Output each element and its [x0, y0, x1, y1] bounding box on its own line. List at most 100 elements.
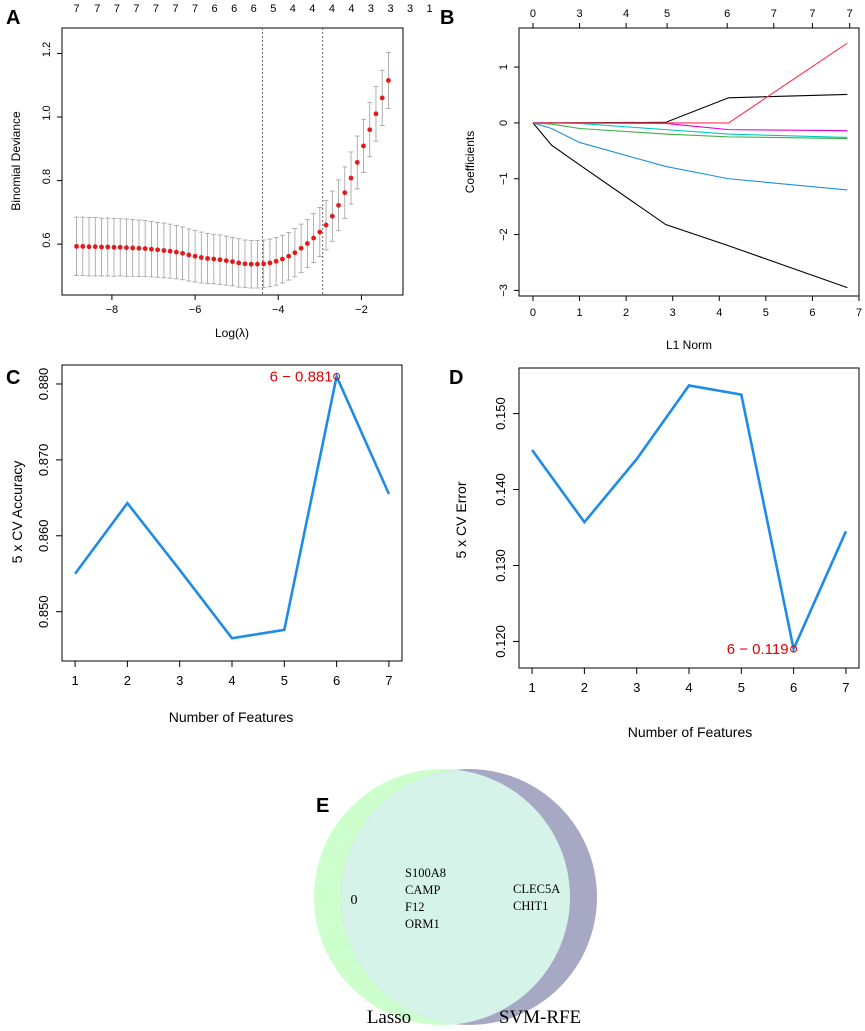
panel-a-x-tick-label: −4	[272, 304, 285, 316]
panel-b-x-tick-label: 4	[716, 307, 722, 319]
panel-c-series: 6 − 0.881	[74, 368, 391, 640]
panel-a-point	[149, 246, 154, 252]
panel-a-point	[342, 190, 348, 196]
panel-a-x-axis: −8 −6 −4 −2	[106, 295, 368, 316]
venn-intersection-item: ORM1	[405, 917, 440, 931]
panel-b-x-tick-label: 7	[856, 307, 862, 319]
panel-a-top-axis-label: 4	[290, 3, 296, 15]
panel-a-ylabel: Binomial Deviance	[9, 111, 23, 211]
panel-b-xlabel: L1 Norm	[666, 338, 712, 352]
panel-c: C 1 2 3 4 5 6 7 0.850 0.860 0.870 0.880 6 − 0.881…	[6, 364, 403, 725]
panel-a-point	[173, 249, 179, 255]
panel-a-point	[261, 261, 267, 267]
panel-a-point	[223, 258, 229, 264]
panel-a-point	[311, 235, 316, 241]
panel-d-letter: D	[449, 367, 463, 389]
panel-c-y-axis: 0.850 0.860 0.870 0.880	[36, 368, 62, 628]
venn-svm-only-item: CHIT1	[513, 899, 548, 913]
panel-b-y-tick-label: −1	[498, 172, 510, 185]
panel-b-top-axis-label: 0	[530, 8, 536, 20]
panel-a-plot-frame	[61, 27, 404, 296]
panel-d-x-tick-label: 4	[685, 680, 692, 695]
venn-svm-only-item: CLEC5A	[513, 882, 560, 896]
panel-a-top-axis-label: 4	[329, 3, 335, 15]
panel-c-series-line	[74, 372, 391, 640]
panel-a-point	[236, 260, 242, 266]
panel-a-point	[192, 253, 198, 259]
panel-c-x-tick-label: 3	[176, 673, 183, 688]
panel-b-x-tick-label: 3	[670, 307, 676, 319]
panel-a-top-axis-label: 1	[427, 3, 433, 15]
panel-a-point	[205, 256, 210, 261]
panel-c-y-tick-label: 0.860	[36, 519, 51, 552]
panel-a-point	[155, 247, 161, 253]
panel-a-top-axis-label: 7	[73, 3, 79, 15]
panel-b-top-axis-label: 3	[576, 8, 582, 20]
panel-b-y-tick-label: −2	[498, 228, 510, 241]
panel-a-point	[117, 244, 123, 250]
panel-a-top-axis-label: 4	[348, 3, 354, 15]
panel-b-path-s5	[532, 122, 848, 132]
panel-d-y-tick-label: 0.120	[493, 625, 508, 658]
panel-a-point	[267, 260, 273, 266]
panel-a-point	[198, 255, 204, 260]
panel-a-point	[80, 243, 86, 249]
panel-a-top-axis-label: 3	[407, 3, 413, 15]
panel-a-xlabel: Log(λ)	[215, 326, 249, 340]
panel-b-top-axis: 0 3 4 5 6 7 7 7	[530, 8, 853, 28]
panel-b-path-s7	[532, 42, 848, 124]
panel-a-point	[105, 244, 111, 250]
panel-d-highlight-label: 6 − 0.119	[727, 641, 789, 658]
panel-b-x-tick-label: 5	[763, 307, 769, 319]
panel-d-x-tick-label: 5	[738, 680, 745, 695]
panel-d-plot-frame	[518, 367, 860, 669]
panel-d-x-tick-label: 1	[528, 680, 535, 695]
panel-a-point	[230, 259, 235, 265]
panel-a-point	[99, 244, 104, 250]
panel-a-point	[242, 261, 248, 267]
panel-b-top-axis-label: 7	[809, 8, 815, 20]
panel-a-top-axis: 7 7 7 7 7 7 7 6 6 6 5 4 4 4 4 3 3 3 1	[73, 3, 432, 15]
panel-a-point	[298, 245, 304, 251]
panel-a-letter: A	[6, 7, 20, 29]
venn-intersection-item: CAMP	[405, 883, 440, 897]
panel-a-top-axis-label: 7	[114, 3, 120, 15]
panel-b-path-s2	[532, 122, 848, 191]
venn-intersection-item: S100A8	[405, 866, 446, 880]
panel-a-point	[329, 213, 335, 219]
panel-a-point	[136, 245, 142, 251]
panel-a-point	[111, 244, 117, 250]
panel-a-point	[379, 95, 385, 101]
panel-b-x-tick-label: 2	[623, 307, 629, 319]
venn-label-svm-rfe: SVM-RFE	[499, 1007, 581, 1028]
panel-b-top-axis-label: 7	[771, 8, 777, 20]
panel-b-path-s6	[532, 93, 848, 124]
panel-a-point	[248, 261, 254, 267]
panel-a-top-axis-label: 7	[133, 3, 139, 15]
panel-a-point	[348, 175, 354, 181]
panel-a-y-axis: 0.6 0.8 1.0 1.2	[41, 42, 62, 248]
panel-b-y-axis: −3 −2 −1 0 1	[498, 64, 519, 297]
panel-a-top-axis-label: 6	[212, 3, 218, 15]
panel-d-x-axis: 1 2 3 4 5 6 7	[528, 668, 850, 695]
panel-c-letter: C	[6, 367, 20, 389]
venn-intersection-item: F12	[405, 900, 424, 914]
panel-b-y-tick-label: 0	[498, 120, 510, 126]
panel-a-point	[354, 160, 360, 165]
panel-a-error-bars	[74, 52, 391, 289]
panel-d-ylabel: 5 x CV Error	[453, 481, 469, 558]
panel-d-x-tick-label: 2	[581, 680, 588, 695]
panel-a-point	[130, 245, 136, 251]
panel-d-series-line	[531, 384, 848, 654]
panel-e: E 0 S100A8 CAMP F12 ORM1 CLEC5A CHIT1 La…	[314, 769, 597, 1028]
panel-a-top-axis-label: 7	[153, 3, 159, 15]
panel-a-point	[286, 253, 292, 259]
panel-a-point	[74, 243, 79, 249]
panel-b-top-axis-label: 7	[847, 8, 853, 20]
panel-a-point	[323, 222, 329, 228]
panel-c-highlight-label: 6 − 0.881	[270, 368, 333, 385]
panel-c-y-tick-label: 0.870	[36, 444, 51, 477]
panel-d-y-tick-label: 0.150	[493, 397, 508, 430]
panel-a-point	[186, 252, 192, 258]
